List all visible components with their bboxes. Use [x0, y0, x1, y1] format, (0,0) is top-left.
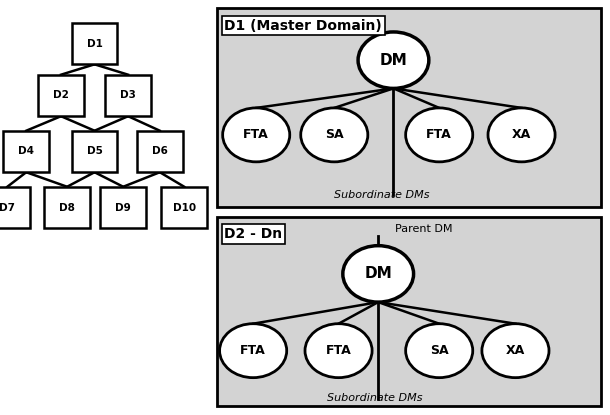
- Text: D2: D2: [53, 90, 69, 100]
- Text: DM: DM: [364, 266, 392, 281]
- Text: XA: XA: [506, 344, 525, 357]
- Ellipse shape: [220, 324, 287, 378]
- Text: D6: D6: [152, 146, 168, 156]
- Ellipse shape: [406, 324, 473, 378]
- FancyBboxPatch shape: [100, 187, 146, 228]
- Text: XA: XA: [512, 128, 531, 142]
- FancyBboxPatch shape: [161, 187, 207, 228]
- Ellipse shape: [305, 324, 372, 378]
- FancyBboxPatch shape: [0, 187, 30, 228]
- Text: Subordinate DMs: Subordinate DMs: [328, 393, 423, 403]
- Ellipse shape: [301, 108, 368, 162]
- Text: D4: D4: [18, 146, 34, 156]
- Text: D10: D10: [173, 203, 196, 212]
- FancyBboxPatch shape: [105, 75, 151, 116]
- Ellipse shape: [358, 32, 429, 88]
- Ellipse shape: [223, 108, 290, 162]
- Text: SA: SA: [430, 344, 448, 357]
- Text: FTA: FTA: [426, 128, 452, 142]
- Text: D2 - Dn: D2 - Dn: [224, 227, 282, 241]
- Ellipse shape: [343, 246, 414, 302]
- Text: D7: D7: [0, 203, 15, 212]
- Text: DM: DM: [379, 53, 407, 68]
- Ellipse shape: [482, 324, 549, 378]
- Text: Parent DM: Parent DM: [395, 224, 453, 234]
- FancyBboxPatch shape: [217, 8, 601, 208]
- Text: D1 (Master Domain): D1 (Master Domain): [224, 19, 382, 33]
- FancyBboxPatch shape: [3, 131, 49, 172]
- FancyBboxPatch shape: [38, 75, 84, 116]
- Text: D5: D5: [87, 146, 102, 156]
- Text: D1: D1: [87, 39, 102, 49]
- Ellipse shape: [488, 108, 555, 162]
- Text: D3: D3: [120, 90, 136, 100]
- Text: Subordinate DMs: Subordinate DMs: [334, 190, 429, 200]
- FancyBboxPatch shape: [217, 217, 601, 406]
- FancyBboxPatch shape: [137, 131, 183, 172]
- Text: D8: D8: [59, 203, 75, 212]
- Text: SA: SA: [325, 128, 343, 142]
- Text: FTA: FTA: [243, 128, 269, 142]
- Text: D9: D9: [115, 203, 131, 212]
- FancyBboxPatch shape: [45, 187, 90, 228]
- Text: FTA: FTA: [326, 344, 351, 357]
- Text: FTA: FTA: [240, 344, 266, 357]
- Ellipse shape: [406, 108, 473, 162]
- FancyBboxPatch shape: [72, 23, 117, 64]
- FancyBboxPatch shape: [72, 131, 117, 172]
